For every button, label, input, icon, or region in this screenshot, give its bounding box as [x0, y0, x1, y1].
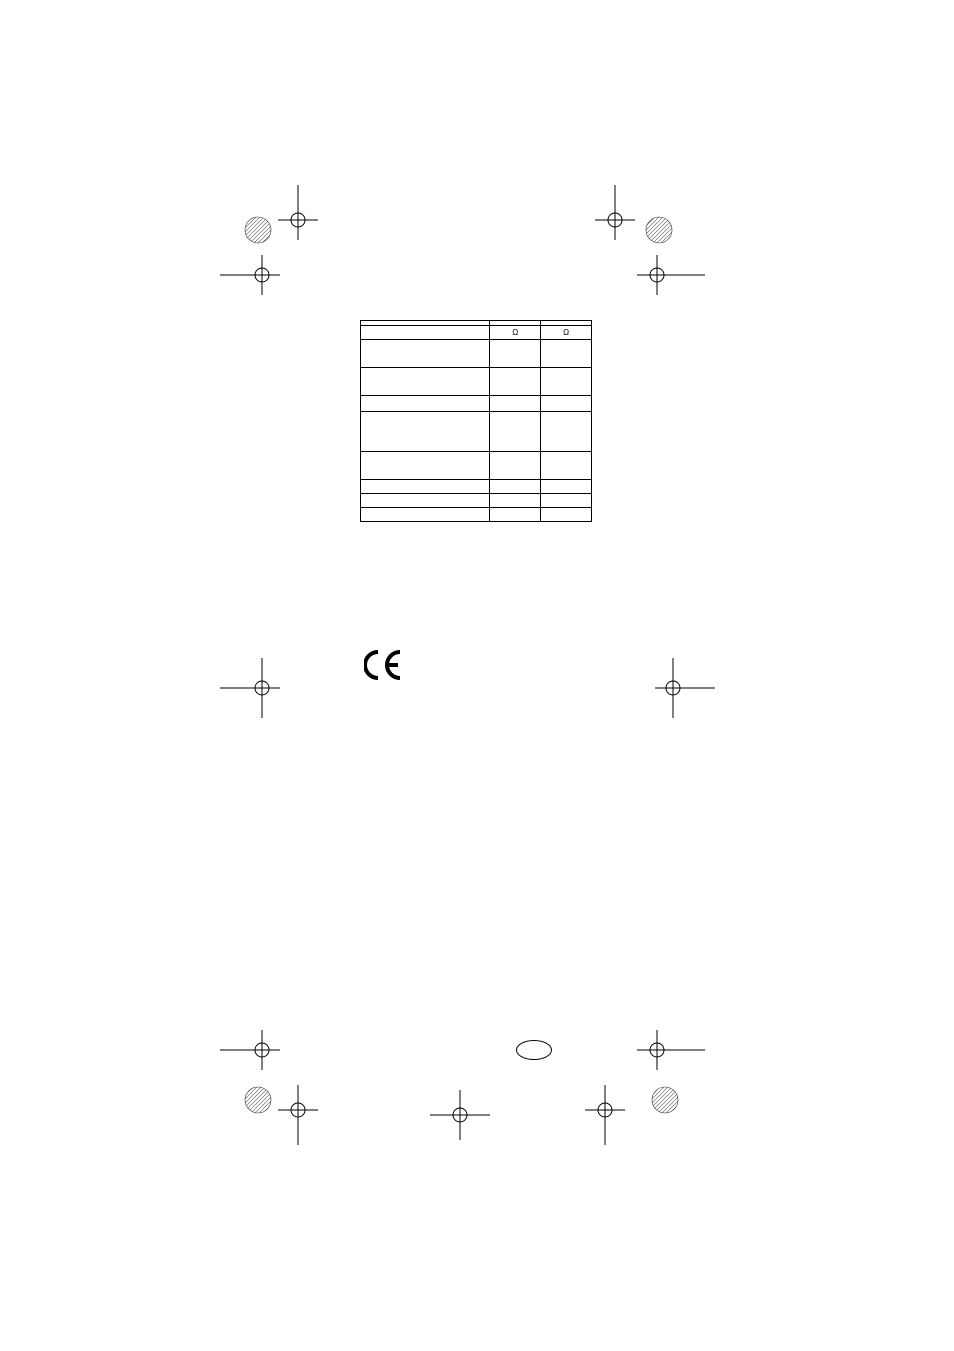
cell-val	[541, 452, 592, 480]
cell-val	[490, 452, 541, 480]
cell-label	[361, 368, 490, 396]
cell-omega: Ω	[490, 326, 541, 340]
table-row	[361, 508, 592, 522]
cell-val	[541, 368, 592, 396]
cell-label	[361, 326, 490, 340]
cell-val	[541, 480, 592, 494]
cell-label	[361, 452, 490, 480]
table-row	[361, 480, 592, 494]
cell-val	[490, 508, 541, 522]
ce-mark-icon	[364, 650, 408, 687]
cell-val	[490, 480, 541, 494]
table-row: Ω Ω	[361, 326, 592, 340]
cell-val	[541, 508, 592, 522]
table-row	[361, 412, 592, 452]
cell-label	[361, 508, 490, 522]
cell-val	[541, 340, 592, 368]
cell-omega: Ω	[541, 326, 592, 340]
cell-val	[490, 368, 541, 396]
cell-label	[361, 412, 490, 452]
spec-table: Ω Ω	[360, 320, 592, 522]
page-number-oval	[516, 1040, 552, 1060]
crop-mark-top-left	[220, 185, 340, 325]
cell-label	[361, 340, 490, 368]
cell-val	[490, 412, 541, 452]
cell-label	[361, 396, 490, 412]
crop-mark-top-right	[575, 185, 705, 325]
table-row	[361, 452, 592, 480]
crop-mark-mid-left	[220, 648, 300, 728]
table-row	[361, 494, 592, 508]
crop-mark-bottom-center	[420, 1075, 500, 1155]
cell-val	[541, 412, 592, 452]
table-row	[361, 396, 592, 412]
cell-val	[541, 494, 592, 508]
crop-mark-bottom-right	[575, 1020, 715, 1160]
cell-label	[361, 480, 490, 494]
cell-val	[541, 396, 592, 412]
table-row	[361, 368, 592, 396]
cell-label	[361, 494, 490, 508]
crop-mark-mid-right	[635, 648, 715, 728]
crop-mark-bottom-left	[220, 1020, 340, 1160]
spec-table-container: Ω Ω	[360, 320, 592, 522]
table-row	[361, 340, 592, 368]
cell-val	[490, 340, 541, 368]
cell-val	[490, 396, 541, 412]
cell-val	[490, 494, 541, 508]
